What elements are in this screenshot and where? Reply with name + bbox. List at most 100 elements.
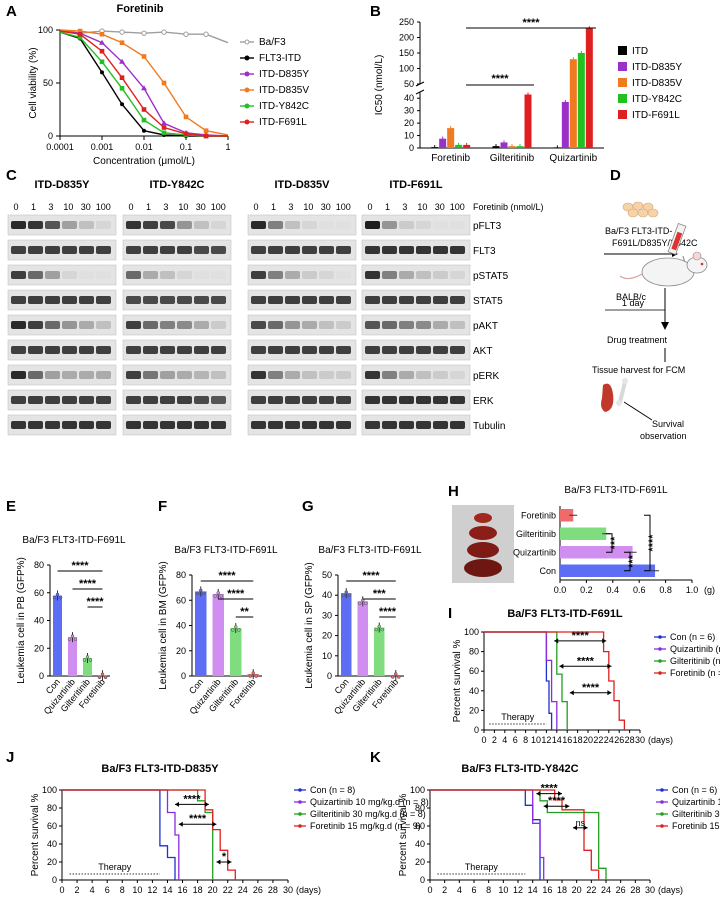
panel-a-legend-label: ITD-F691L [259, 117, 307, 128]
blot-band [285, 246, 300, 254]
blot-lane-label: 100 [211, 202, 226, 212]
blot-band [365, 421, 380, 429]
survival-xtick-label: 14 [528, 885, 538, 895]
blot-band [160, 396, 175, 404]
panel-a-legend-label: ITD-D835V [259, 85, 309, 96]
survival-xlabel: (days) [648, 735, 673, 745]
blot-band [211, 421, 226, 429]
blot-band [211, 321, 226, 329]
bar-panel-dot [341, 593, 345, 597]
bar-panel-title: Ba/F3 FLT3-ITD-F691L [318, 545, 422, 556]
survival-ytick-label: 0 [52, 875, 57, 885]
bar-panel-ytick-label: 20 [34, 643, 44, 653]
blot-band [28, 321, 43, 329]
blot-band [62, 246, 77, 254]
blot-lane-label: 0 [253, 202, 258, 212]
blot-band [126, 396, 141, 404]
bar-panel-dot [202, 591, 206, 596]
panel-a-point [77, 31, 83, 37]
blot-band [96, 246, 111, 254]
blot-band [268, 321, 283, 329]
blot-band [336, 346, 351, 354]
blot-band [177, 321, 192, 329]
blot-band [268, 221, 283, 229]
bar-panel-sig-label: **** [379, 606, 397, 618]
panel-a-point [77, 28, 83, 34]
panel-a-point [161, 130, 167, 136]
blot-band [177, 246, 192, 254]
survival-xtick-label: 28 [625, 735, 635, 745]
bar-panel-ylabel: Leukemia cell in BM (GFP%) [158, 561, 169, 689]
survival-ylabel: Percent survival % [452, 639, 463, 722]
survival-sig-label: **** [577, 655, 595, 667]
blot-lane-label: 0 [128, 202, 133, 212]
panel-b-legend-swatch [618, 94, 627, 103]
survival-xtick-label: 24 [601, 885, 611, 895]
bar-panel-sig-label: **** [79, 578, 97, 590]
panel-b-category-label: Gilteritinib [490, 153, 535, 164]
blot-band [433, 246, 448, 254]
blot-band [143, 271, 158, 279]
blot-band [62, 296, 77, 304]
blot-band [285, 221, 300, 229]
blot-band [365, 296, 380, 304]
panel-a-point [161, 29, 167, 35]
blot-band [251, 371, 266, 379]
bar-panel-ytick-label: 50 [322, 570, 332, 580]
schematic-step-drug: Drug treatment [607, 335, 668, 345]
syringe-icon [667, 223, 687, 267]
panel-letter-j: J [6, 749, 14, 766]
survival-ylabel: Percent survival % [398, 793, 409, 876]
blot-lane-label: 0 [13, 202, 18, 212]
blot-protein-label: pSTAT5 [473, 271, 509, 282]
blot-band [416, 296, 431, 304]
blot-band [211, 346, 226, 354]
survival-xtick-label: 26 [253, 885, 263, 895]
blot-band [399, 271, 414, 279]
panel-a-legend-marker [244, 103, 250, 109]
survival-xtick-label: 6 [471, 885, 476, 895]
blot-band [28, 346, 43, 354]
blot-protein-label: pAKT [473, 321, 498, 332]
survival-xtick-label: 2 [442, 885, 447, 895]
survival-xlabel: (days) [658, 885, 683, 895]
bar-panel-dot [196, 591, 200, 596]
panel-a-point [119, 58, 126, 64]
blot-band [399, 296, 414, 304]
panel-a-legend-label: ITD-D835Y [259, 69, 309, 80]
blot-band [285, 346, 300, 354]
bar-panel-ylabel: Leukemia cell in SP (GFP%) [304, 562, 315, 689]
bar-panel-bar [357, 601, 368, 676]
panel-a-point [119, 29, 125, 35]
bar-panel-sig-label: *** [373, 588, 387, 600]
bar-panel-dot [344, 590, 348, 594]
panel-b-bar [447, 128, 455, 148]
blot-band [62, 271, 77, 279]
panel-b-legend-label: ITD [632, 46, 648, 57]
bar-panel-dot [213, 594, 217, 598]
survival-legend-marker [658, 671, 662, 675]
panel-a-point [161, 80, 167, 86]
panel-letter-i: I [448, 605, 452, 622]
blot-band [28, 371, 43, 379]
panel-letter-d: D [610, 167, 621, 184]
blot-band [79, 296, 94, 304]
survival-xtick-label: 16 [178, 885, 188, 895]
blot-band [399, 246, 414, 254]
bar-panel-title: Ba/F3 FLT3-ITD-F691L [174, 545, 278, 556]
blot-band [194, 346, 209, 354]
survival-curve [430, 789, 607, 880]
survival-sig-arrowhead [175, 801, 209, 807]
survival-ytick-label: 0 [420, 875, 425, 885]
blot-protein-label: STAT5 [473, 296, 503, 307]
panel-a-point [203, 133, 209, 139]
bar-panel-dot [374, 627, 378, 632]
survival-therapy-label: Therapy [98, 862, 132, 872]
blot-lane-label: 3 [48, 202, 53, 212]
panel-h-bar [560, 509, 574, 522]
blot-band [285, 321, 300, 329]
blot-band [319, 346, 334, 354]
blot-band [399, 321, 414, 329]
panel-letter-a: A [6, 3, 17, 20]
